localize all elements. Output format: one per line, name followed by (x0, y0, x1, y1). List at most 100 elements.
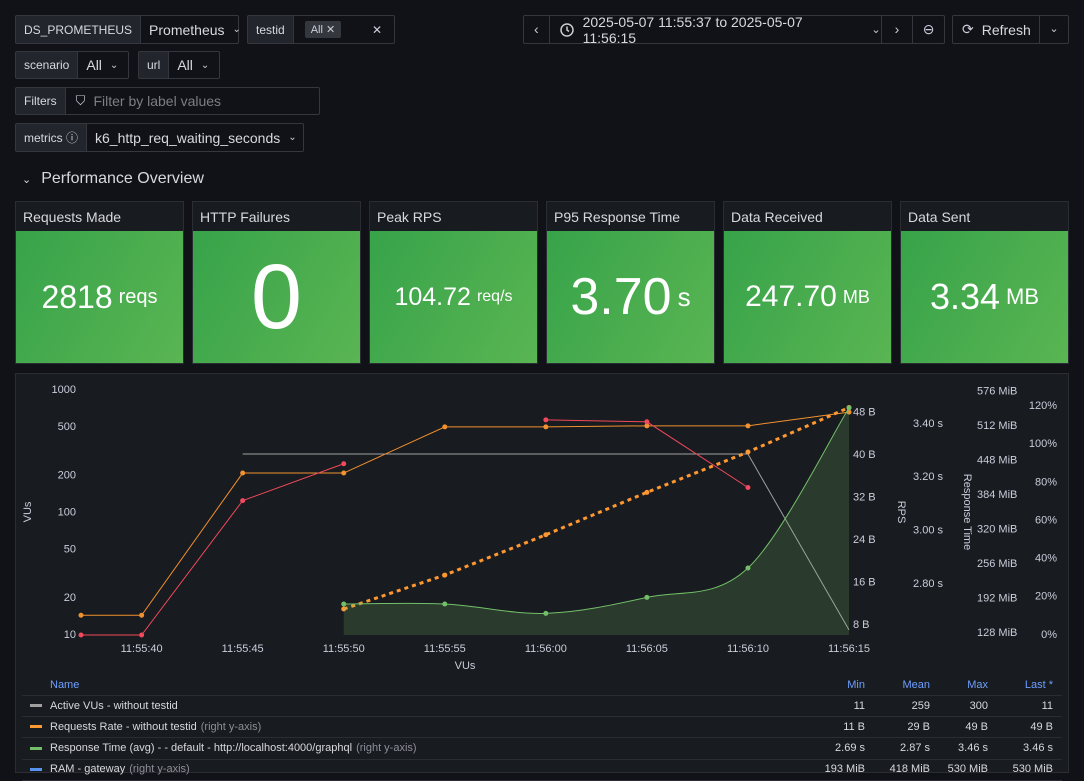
stat-panel: P95 Response Time 3.70 s (546, 201, 715, 364)
legend-value: 2.87 s (900, 742, 930, 755)
y-tick-label: 100 (58, 506, 76, 518)
clear[interactable]: ✕ (371, 22, 382, 37)
x-tick-label: 11:55:50 (323, 643, 365, 655)
next[interactable]: › (880, 16, 913, 43)
stat-unit: reqs (118, 285, 158, 308)
time-picker[interactable]: ‹ 2025-05-07 11:55:37 to 2025-05-07 11:5… (523, 14, 945, 46)
point (240, 498, 246, 504)
refresh-button[interactable]: ⟳ Refresh ⌄ (952, 15, 1069, 44)
column-header: Name (50, 678, 80, 691)
datasource-picker[interactable]: DS_PROMETHEUS Prometheus ⌄ (15, 15, 241, 44)
legend-value: 300 (969, 699, 988, 712)
value: k6_http_req_waiting_seconds (95, 129, 281, 146)
y-tick-label: 20% (1035, 591, 1057, 603)
metrics-picker[interactable]: metrics ⓘ k6_http_req_waiting_seconds ⌄ (15, 123, 304, 152)
legend-row[interactable]: Active VUs - without testid 11 259 300 11 (22, 695, 1062, 717)
value: All (177, 57, 193, 73)
point (442, 601, 448, 607)
axis-note: (right y-axis) (200, 720, 262, 733)
legend-row[interactable]: Requests Rate - without testid (right y-a… (22, 716, 1062, 739)
row-header[interactable]: ⌄ Performance Overview (22, 170, 204, 188)
point (78, 632, 84, 638)
stat-body: 2818 reqs (16, 231, 183, 363)
y3-axis-label: Response Time (961, 474, 973, 550)
point (745, 565, 751, 571)
stat-body: 104.72 req/s (370, 231, 537, 363)
series-name: RAM - gateway (50, 763, 126, 776)
point (644, 419, 650, 425)
point (644, 423, 650, 429)
filters[interactable]: Filters ⛉ Filter by label values (15, 87, 320, 115)
legend-value: 49 B (965, 720, 988, 733)
legend-row[interactable]: Response Time (avg) - - default - http:/… (22, 738, 1062, 760)
point (644, 489, 650, 495)
stat-title: Data Sent (908, 208, 971, 225)
y-tick-label: 20 (64, 592, 76, 604)
chevron: ⌄ (200, 59, 210, 71)
y-axis-label: VUs (22, 501, 34, 522)
y-tick-label: 24 B (853, 534, 876, 546)
point (341, 461, 347, 467)
point (846, 405, 852, 411)
y-tick-label: 448 MiB (977, 454, 1017, 466)
legend-value: 530 MiB (1012, 763, 1053, 776)
y-tick-label: 80% (1035, 476, 1057, 488)
stat-value: 104.72 (394, 282, 471, 311)
y-tick-label: 120% (1029, 400, 1057, 412)
stat-value: 3.34 (929, 276, 1001, 317)
stat-panel: Data Received 247.70 MB (723, 201, 892, 364)
label: Filters (16, 88, 66, 114)
series-line (343, 407, 850, 614)
scenario-picker[interactable]: scenario All ⌄ (15, 51, 129, 79)
y-tick-label: 200 (58, 470, 76, 482)
y-tick-label: 60% (1035, 514, 1057, 526)
stat-panel: Peak RPS 104.72 req/s (369, 201, 538, 364)
y-tick-label: 16 B (853, 576, 876, 588)
x-tick-label: 11:56:15 (828, 643, 870, 655)
point (139, 612, 145, 618)
testid-picker[interactable]: testid All ✕ ✕ (247, 15, 395, 44)
refresh-text: Refresh (981, 21, 1031, 38)
point (341, 601, 347, 607)
stat-body: 0 (193, 231, 360, 363)
point (543, 610, 549, 616)
refresh-menu[interactable]: ⌄ (1039, 16, 1068, 43)
stat-panel: Data Sent 3.34 MB (900, 201, 1069, 364)
legend-value: 2.69 s (835, 742, 865, 755)
series-name: Active VUs - without testid (50, 699, 178, 712)
point (78, 612, 84, 618)
y-tick-label: 40 B (853, 449, 876, 461)
legend-value: 530 MiB (947, 763, 988, 776)
legend-row[interactable]: RAM - gateway (right y-axis) 193 MiB 418 Mi… (22, 759, 1062, 781)
url-picker[interactable]: url All ⌄ (138, 51, 220, 79)
stat-title: Requests Made (23, 208, 122, 225)
legend-value: 3.46 s (958, 742, 988, 755)
point (240, 470, 246, 476)
zoom-out[interactable]: ⊖ (912, 16, 944, 43)
point (341, 606, 347, 612)
y-tick-label: 3.00 s (913, 525, 943, 537)
axis-note: (right y-axis) (356, 742, 417, 755)
legend-swatch (30, 746, 42, 750)
legend-name: Requests Rate - without testid (right y-a… (50, 721, 261, 733)
chip[interactable]: All ✕ (304, 21, 342, 38)
legend-value: 259 (911, 699, 930, 712)
label: scenario (16, 52, 79, 78)
x-tick-label: 11:56:10 (727, 643, 769, 655)
label: metrics ⓘ (16, 124, 88, 151)
column-header: Max (967, 678, 988, 691)
chip-text: All (310, 24, 323, 36)
legend-header: Name Min Mean Max Last * (22, 674, 1062, 696)
filter-icon: ⛉ (75, 93, 86, 108)
y-tick-label: 2.80 s (913, 578, 943, 590)
y-tick-label: 576 MiB (977, 386, 1017, 398)
prev[interactable]: ‹ (524, 16, 550, 43)
label: testid (248, 16, 294, 43)
refresh-icon: ⟳ (962, 21, 974, 37)
point (442, 424, 448, 430)
x-tick-label: 11:55:45 (222, 643, 264, 655)
point (442, 572, 448, 578)
legend-value: 11 B (843, 720, 865, 733)
stat-title: HTTP Failures (200, 208, 290, 225)
